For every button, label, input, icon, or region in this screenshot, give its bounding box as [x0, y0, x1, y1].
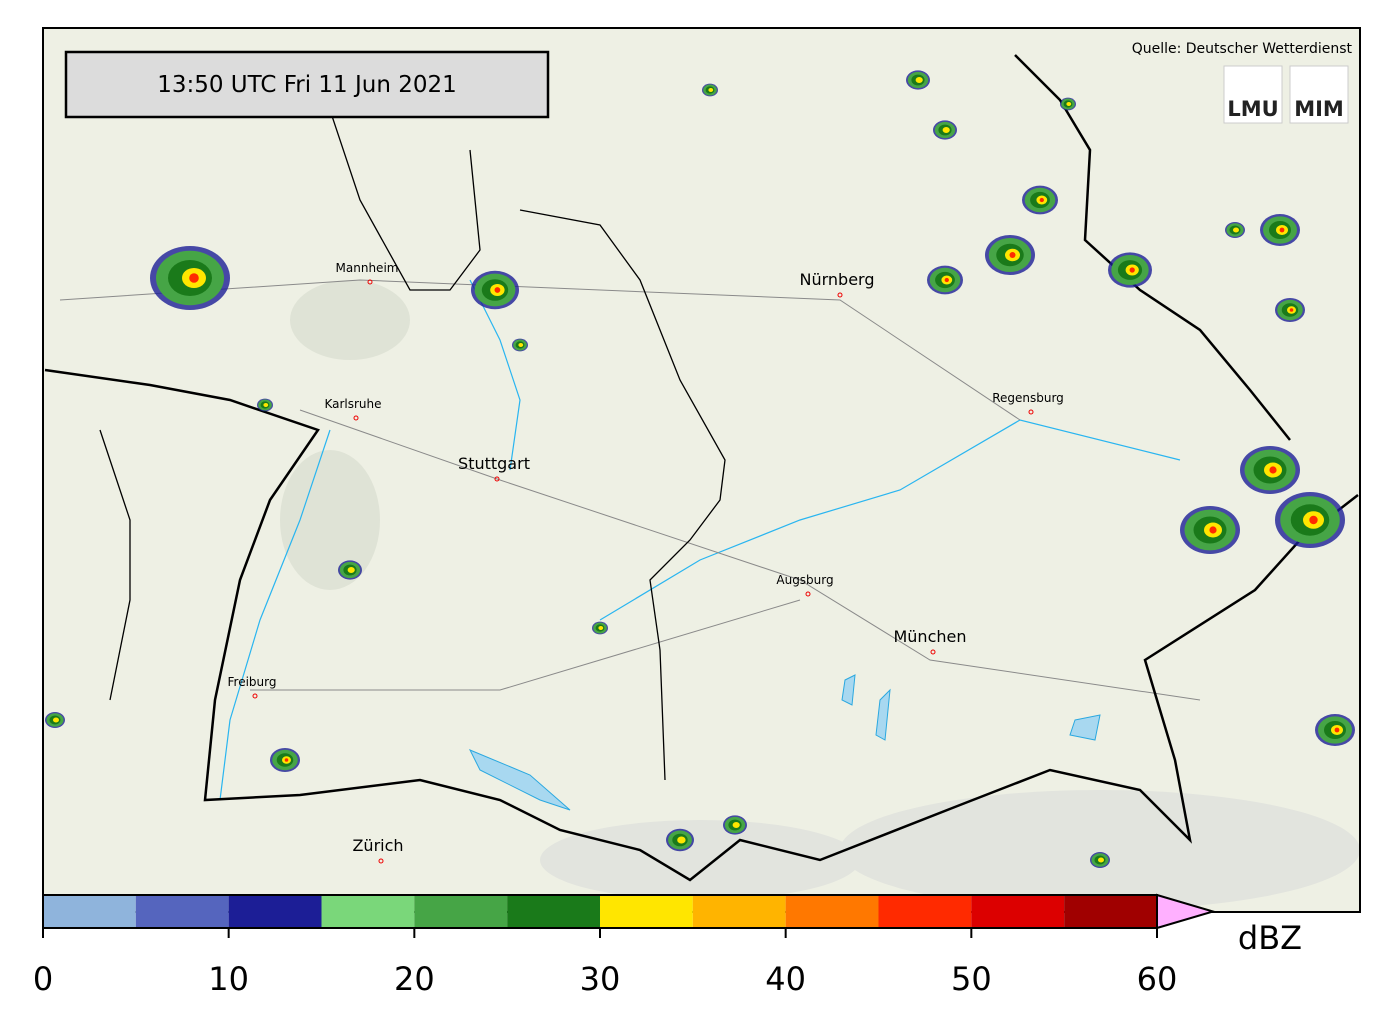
radar-echoes — [45, 70, 1355, 868]
colorbar-segment — [507, 895, 600, 928]
colorbar-tick-label: 0 — [33, 960, 53, 998]
colorbar-segment — [971, 895, 1065, 928]
radar-echo — [347, 567, 355, 573]
city-label: Augsburg — [776, 573, 833, 587]
radar-echo — [494, 287, 501, 293]
colorbar: 0 10 20 30 40 50 60 dBZ — [33, 893, 1302, 998]
radar-echo — [53, 717, 59, 723]
city-label: Stuttgart — [458, 454, 530, 473]
colorbar-segment — [414, 895, 508, 928]
city-marker — [1028, 409, 1034, 415]
radar-echo — [1289, 308, 1294, 312]
radar-echo — [284, 758, 289, 762]
logo-box — [1289, 65, 1349, 124]
colorbar-segment — [785, 895, 879, 928]
colorbar-segment — [600, 895, 693, 928]
radar-echo — [1233, 227, 1239, 233]
timestamp: 13:50 UTC Fri 11 Jun 2021 — [157, 72, 457, 98]
city-label: Nürnberg — [800, 270, 875, 289]
city-marker — [353, 415, 359, 421]
city-label: Freiburg — [228, 675, 277, 689]
city-label: Mannheim — [336, 261, 399, 275]
colorbar-unit: dBZ — [1238, 919, 1302, 957]
colorbar-segment — [692, 895, 786, 928]
city-marker — [378, 858, 384, 864]
radar-echo — [1209, 526, 1217, 534]
map-background — [43, 28, 1360, 912]
city-marker — [805, 591, 811, 597]
radar-echo — [1098, 857, 1104, 863]
timestamp-box — [64, 50, 550, 119]
colorbar-segment — [1064, 895, 1157, 928]
colorbar-tick-label: 10 — [208, 960, 249, 998]
radar-echo — [1309, 515, 1318, 525]
radar-echo — [677, 836, 686, 844]
colorbar-tick-label: 40 — [765, 960, 806, 998]
city-label: Zürich — [352, 836, 403, 855]
city-label: München — [893, 627, 966, 646]
colorbar-tick-label: 50 — [951, 960, 992, 998]
radar-echo — [1066, 102, 1072, 106]
colorbar-segment — [321, 895, 415, 928]
radar-echo — [915, 77, 923, 83]
radar-echo — [732, 822, 740, 828]
radar-echo — [1279, 227, 1285, 233]
map-layer — [44, 54, 1360, 910]
radar-echo — [1009, 252, 1016, 258]
radar-echo — [1269, 466, 1277, 474]
logo: LMU — [1227, 97, 1278, 121]
colorbar-segment — [228, 895, 322, 928]
radar-echo — [1129, 267, 1135, 273]
city-marker — [367, 279, 373, 285]
colorbar-segment — [43, 895, 136, 928]
radar-echo — [598, 626, 604, 630]
radar-echo — [1334, 727, 1340, 733]
logo: MIM — [1294, 97, 1344, 121]
radar-echo — [942, 127, 950, 133]
radar-echo — [189, 273, 199, 283]
radar-echo — [518, 343, 524, 347]
radar-echo — [263, 403, 269, 407]
colorbar-tick-label: 20 — [394, 960, 435, 998]
city-labels: Mannheim Nürnberg Karlsruhe Stuttgart Regens… — [228, 261, 1064, 864]
city-marker — [837, 292, 843, 298]
colorbar-segment — [878, 895, 972, 928]
radar-echo — [1039, 197, 1044, 203]
radar-echo — [944, 277, 949, 283]
colorbar-segment — [135, 895, 229, 928]
logo-box — [1223, 65, 1283, 124]
source-credit: Quelle: Deutscher Wetterdienst — [1132, 41, 1353, 57]
colorbar-tick-label: 30 — [580, 960, 621, 998]
city-label: Regensburg — [992, 391, 1064, 405]
city-marker — [930, 649, 936, 655]
radar-echo — [708, 88, 714, 92]
city-marker — [252, 693, 258, 699]
city-marker — [494, 476, 500, 482]
city-label: Karlsruhe — [324, 397, 381, 411]
colorbar-tick-label: 60 — [1137, 960, 1178, 998]
